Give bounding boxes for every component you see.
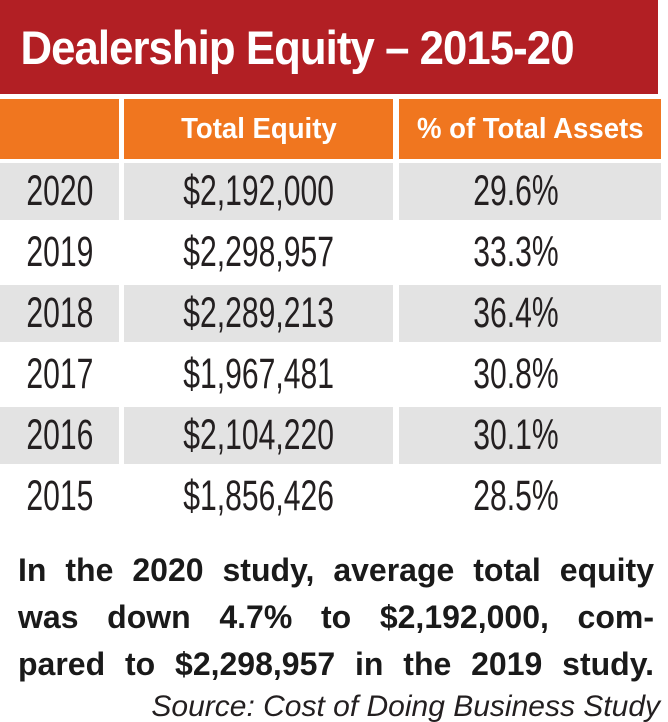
- pct-assets-value: 29.6%: [473, 167, 559, 215]
- pct-assets-value: 30.1%: [473, 411, 559, 459]
- year-value: 2015: [26, 472, 93, 520]
- year-cell: 2019: [0, 224, 119, 281]
- year-value: 2019: [26, 228, 93, 276]
- year-cell: 2015: [0, 468, 119, 525]
- total-equity-value: $1,856,426: [183, 472, 334, 520]
- summary-note-line: In the 2020 study, average total equity: [18, 552, 654, 588]
- year-cell: 2020: [0, 163, 119, 220]
- pct-assets-cell: 28.5%: [399, 468, 661, 525]
- pct-assets-cell: 36.4%: [399, 285, 661, 342]
- pct-assets-value: 33.3%: [473, 228, 559, 276]
- table-row-2019: 2019 $2,298,957 33.3%: [0, 224, 661, 281]
- total-equity-cell: $2,298,957: [124, 224, 393, 281]
- total-equity-cell: $2,104,220: [124, 407, 393, 464]
- total-equity-value: $2,289,213: [183, 289, 334, 337]
- table-row-2018: 2018 $2,289,213 36.4%: [0, 285, 661, 342]
- year-cell: 2017: [0, 346, 119, 403]
- header-cell-year: [0, 99, 119, 159]
- pct-assets-cell: 30.8%: [399, 346, 661, 403]
- total-equity-value: $2,298,957: [183, 228, 334, 276]
- header-label-total-equity: Total Equity: [180, 112, 337, 145]
- year-cell: 2018: [0, 285, 119, 342]
- total-equity-value: $2,104,220: [183, 411, 334, 459]
- table-row-2017: 2017 $1,967,481 30.8%: [0, 346, 661, 403]
- source-attribution: Source: Cost of Doing Business Study: [151, 690, 660, 722]
- total-equity-value: $2,192,000: [183, 167, 334, 215]
- table-row-2016: 2016 $2,104,220 30.1%: [0, 407, 661, 464]
- pct-assets-cell: 30.1%: [399, 407, 661, 464]
- pct-assets-value: 36.4%: [473, 289, 559, 337]
- table-row-2015: 2015 $1,856,426 28.5%: [0, 468, 661, 525]
- year-value: 2016: [26, 411, 93, 459]
- header-cell-pct-assets: % of Total Assets: [399, 99, 661, 159]
- total-equity-cell: $2,192,000: [124, 163, 393, 220]
- year-value: 2020: [26, 167, 93, 215]
- figure-title-bar: Dealership Equity – 2015-20: [0, 0, 658, 94]
- summary-note-line: was down 4.7% to $2,192,000, com-: [18, 599, 654, 635]
- header-label-pct-assets: % of Total Assets: [416, 112, 644, 145]
- total-equity-value: $1,967,481: [183, 350, 334, 398]
- total-equity-cell: $2,289,213: [124, 285, 393, 342]
- pct-assets-cell: 33.3%: [399, 224, 661, 281]
- figure-title: Dealership Equity – 2015-20: [20, 20, 574, 74]
- pct-assets-value: 28.5%: [473, 472, 559, 520]
- summary-note: In the 2020 study, average total equity …: [18, 547, 654, 688]
- pct-assets-value: 30.8%: [473, 350, 559, 398]
- year-cell: 2016: [0, 407, 119, 464]
- pct-assets-cell: 29.6%: [399, 163, 661, 220]
- table-header-row: Total Equity % of Total Assets: [0, 99, 661, 159]
- header-cell-total-equity: Total Equity: [124, 99, 393, 159]
- year-value: 2017: [26, 350, 93, 398]
- summary-note-line: pared to $2,298,957 in the 2019 study.: [18, 646, 654, 682]
- table-row-2020: 2020 $2,192,000 29.6%: [0, 163, 661, 220]
- total-equity-cell: $1,967,481: [124, 346, 393, 403]
- total-equity-cell: $1,856,426: [124, 468, 393, 525]
- year-value: 2018: [26, 289, 93, 337]
